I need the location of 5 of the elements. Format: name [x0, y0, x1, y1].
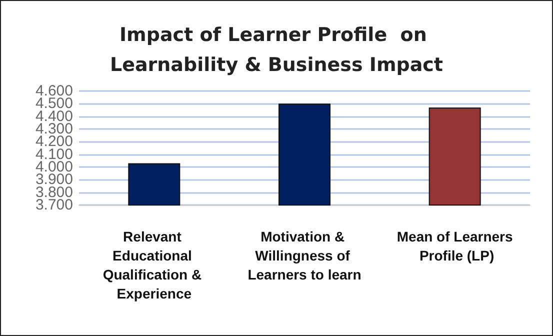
x-tick-label: Relevant Educational Qualification & Experience: [102, 228, 206, 302]
x-tick-label: Motivation & Willingness of Learners to learn: [248, 228, 362, 282]
x-tick-label: Mean of Learners Profile (LP): [396, 228, 513, 264]
chart-title: Impact of Learner Profile on Learnability & Business Impact: [110, 24, 444, 76]
y-tick-label: 3.700: [35, 196, 73, 214]
